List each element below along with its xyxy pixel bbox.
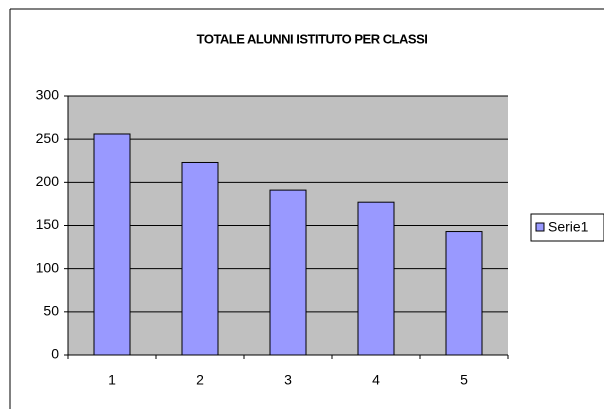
x-tick-label: 3 <box>284 372 292 388</box>
y-tick-label: 300 <box>36 87 60 103</box>
x-tick-label: 4 <box>372 372 380 388</box>
chart-title: TOTALE ALUNNI ISTITUTO PER CLASSI <box>197 31 428 46</box>
y-tick-label: 250 <box>36 130 60 146</box>
x-tick-label: 1 <box>108 372 116 388</box>
y-tick-label: 50 <box>43 303 59 319</box>
bar <box>181 161 219 356</box>
bar <box>445 231 483 356</box>
legend-swatch <box>535 222 545 232</box>
y-tick-label: 0 <box>51 346 59 362</box>
y-tick-label: 100 <box>36 259 60 275</box>
bar <box>93 133 131 356</box>
bar <box>357 201 395 356</box>
legend-label: Serie1 <box>548 219 589 235</box>
y-tick-label: 200 <box>36 173 60 189</box>
x-tick-label: 5 <box>460 372 468 388</box>
bar <box>269 189 307 356</box>
x-tick-label: 2 <box>196 372 204 388</box>
y-tick-label: 150 <box>36 216 60 232</box>
